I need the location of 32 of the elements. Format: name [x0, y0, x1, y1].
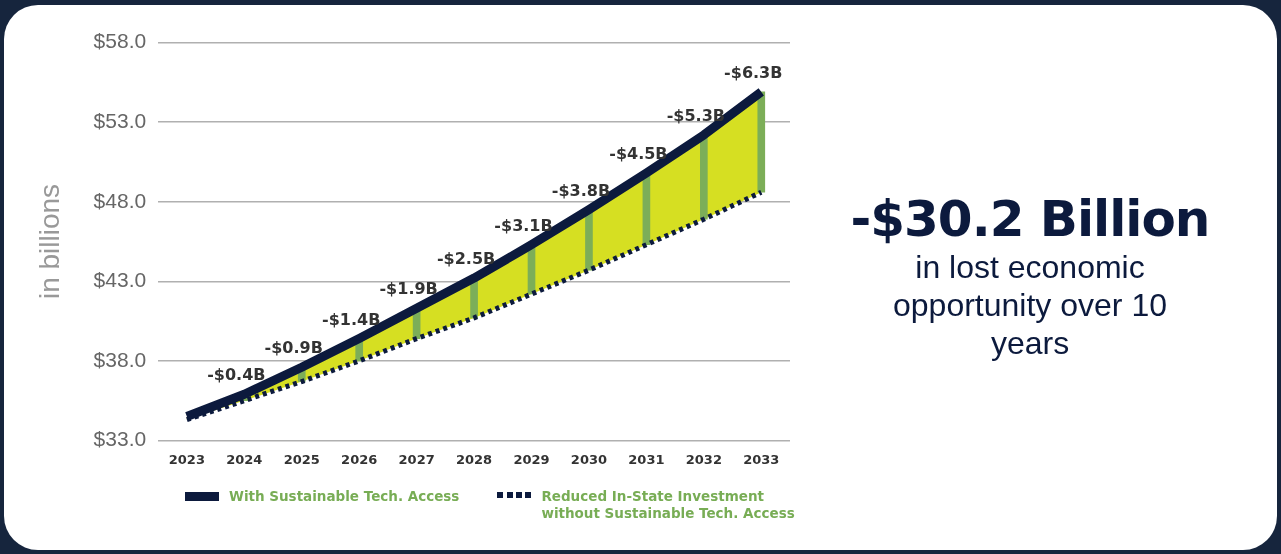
data-label: -$4.5B [609, 144, 668, 164]
text: -$30.2 Billion [849, 190, 1211, 248]
y-tick-label: $38.0 [93, 347, 147, 371]
x-tick-label: 2023 [168, 451, 205, 467]
data-label: -$1.4B [322, 309, 381, 329]
y-tick-label: $58.0 [93, 29, 147, 53]
text: in lost economic opportunity over 10 years [892, 248, 1168, 362]
x-tick-label: 2033 [743, 451, 780, 467]
x-tick-label: 2030 [570, 451, 608, 467]
y-axis-title: in billions [33, 183, 65, 300]
data-label: -$3.8B [551, 180, 611, 200]
y-tick-label: $48.0 [93, 188, 147, 212]
data-label: -$1.9B [379, 279, 438, 299]
y-tick-label: $33.0 [93, 427, 147, 451]
x-tick-label: 2031 [628, 451, 665, 467]
x-tick-label: 2027 [398, 451, 435, 467]
x-tick-label: 2026 [341, 451, 378, 467]
bar [757, 91, 766, 193]
y-tick-label: $53.0 [93, 108, 147, 132]
legend-label: Reduced In-State Investment without Sustainable Tech. Access [541, 488, 796, 522]
data-label: -$0.9B [264, 338, 323, 358]
x-tick-label: 2029 [513, 451, 550, 467]
x-tick-label: 2032 [685, 451, 722, 467]
x-tick-label: 2025 [283, 451, 320, 467]
y-tick-label: $43.0 [93, 268, 147, 292]
data-label: -$6.3B [724, 63, 783, 83]
legend-label: With Sustainable Tech. Access [229, 488, 460, 505]
x-tick-label: 2028 [455, 451, 493, 467]
data-label: -$0.4B [207, 365, 266, 385]
data-label: -$2.5B [436, 249, 496, 269]
data-label: -$3.1B [494, 215, 553, 235]
x-tick-label: 2024 [226, 451, 263, 467]
